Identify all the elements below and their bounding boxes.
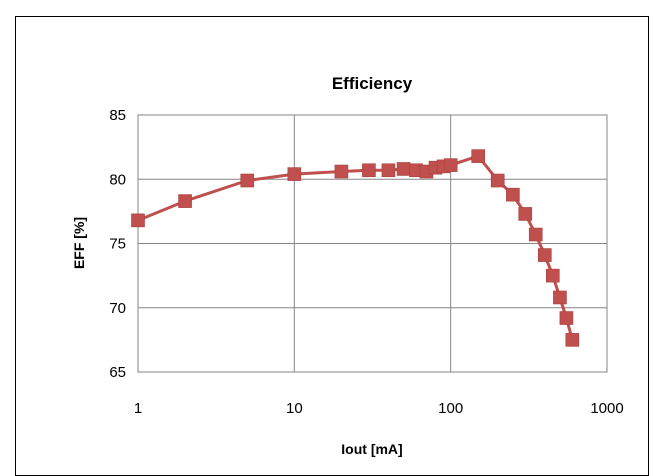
x-tick-label: 1000	[590, 400, 623, 417]
data-point	[381, 163, 396, 178]
data-point	[287, 167, 302, 181]
data-point	[490, 173, 505, 188]
data-point	[362, 163, 376, 178]
grid-layer	[137, 114, 608, 373]
data-point	[528, 227, 543, 242]
series-line	[137, 154, 574, 341]
data-point	[518, 207, 533, 221]
tick-labels: 65 70 75 80 85 1 10 100 1000	[109, 107, 623, 417]
chart-title: Efficiency	[332, 74, 413, 93]
data-point	[131, 213, 145, 228]
data-point	[178, 194, 192, 208]
data-point	[471, 149, 485, 163]
x-tick-label: 10	[286, 400, 303, 417]
data-point	[553, 290, 567, 305]
series-layer	[131, 149, 580, 347]
plot-area	[137, 114, 608, 373]
y-tick-label: 80	[109, 171, 126, 188]
y-tick-label: 70	[109, 300, 126, 317]
data-point	[443, 158, 458, 172]
chart-frame	[15, 16, 649, 476]
y-axis-label: EFF [%]	[71, 217, 87, 269]
data-point	[537, 248, 552, 262]
x-tick-label: 1	[134, 400, 142, 417]
x-axis-label: Iout [mA]	[341, 441, 402, 457]
y-tick-label: 75	[109, 236, 126, 253]
x-tick-label: 100	[438, 400, 463, 417]
data-point	[334, 164, 349, 179]
data-point	[506, 187, 520, 202]
y-tick-label: 65	[109, 364, 126, 381]
data-point	[545, 268, 560, 283]
y-tick-label: 85	[109, 107, 126, 124]
data-point	[565, 333, 580, 347]
data-point	[559, 311, 574, 325]
data-point	[240, 173, 255, 188]
data-point	[396, 162, 411, 176]
